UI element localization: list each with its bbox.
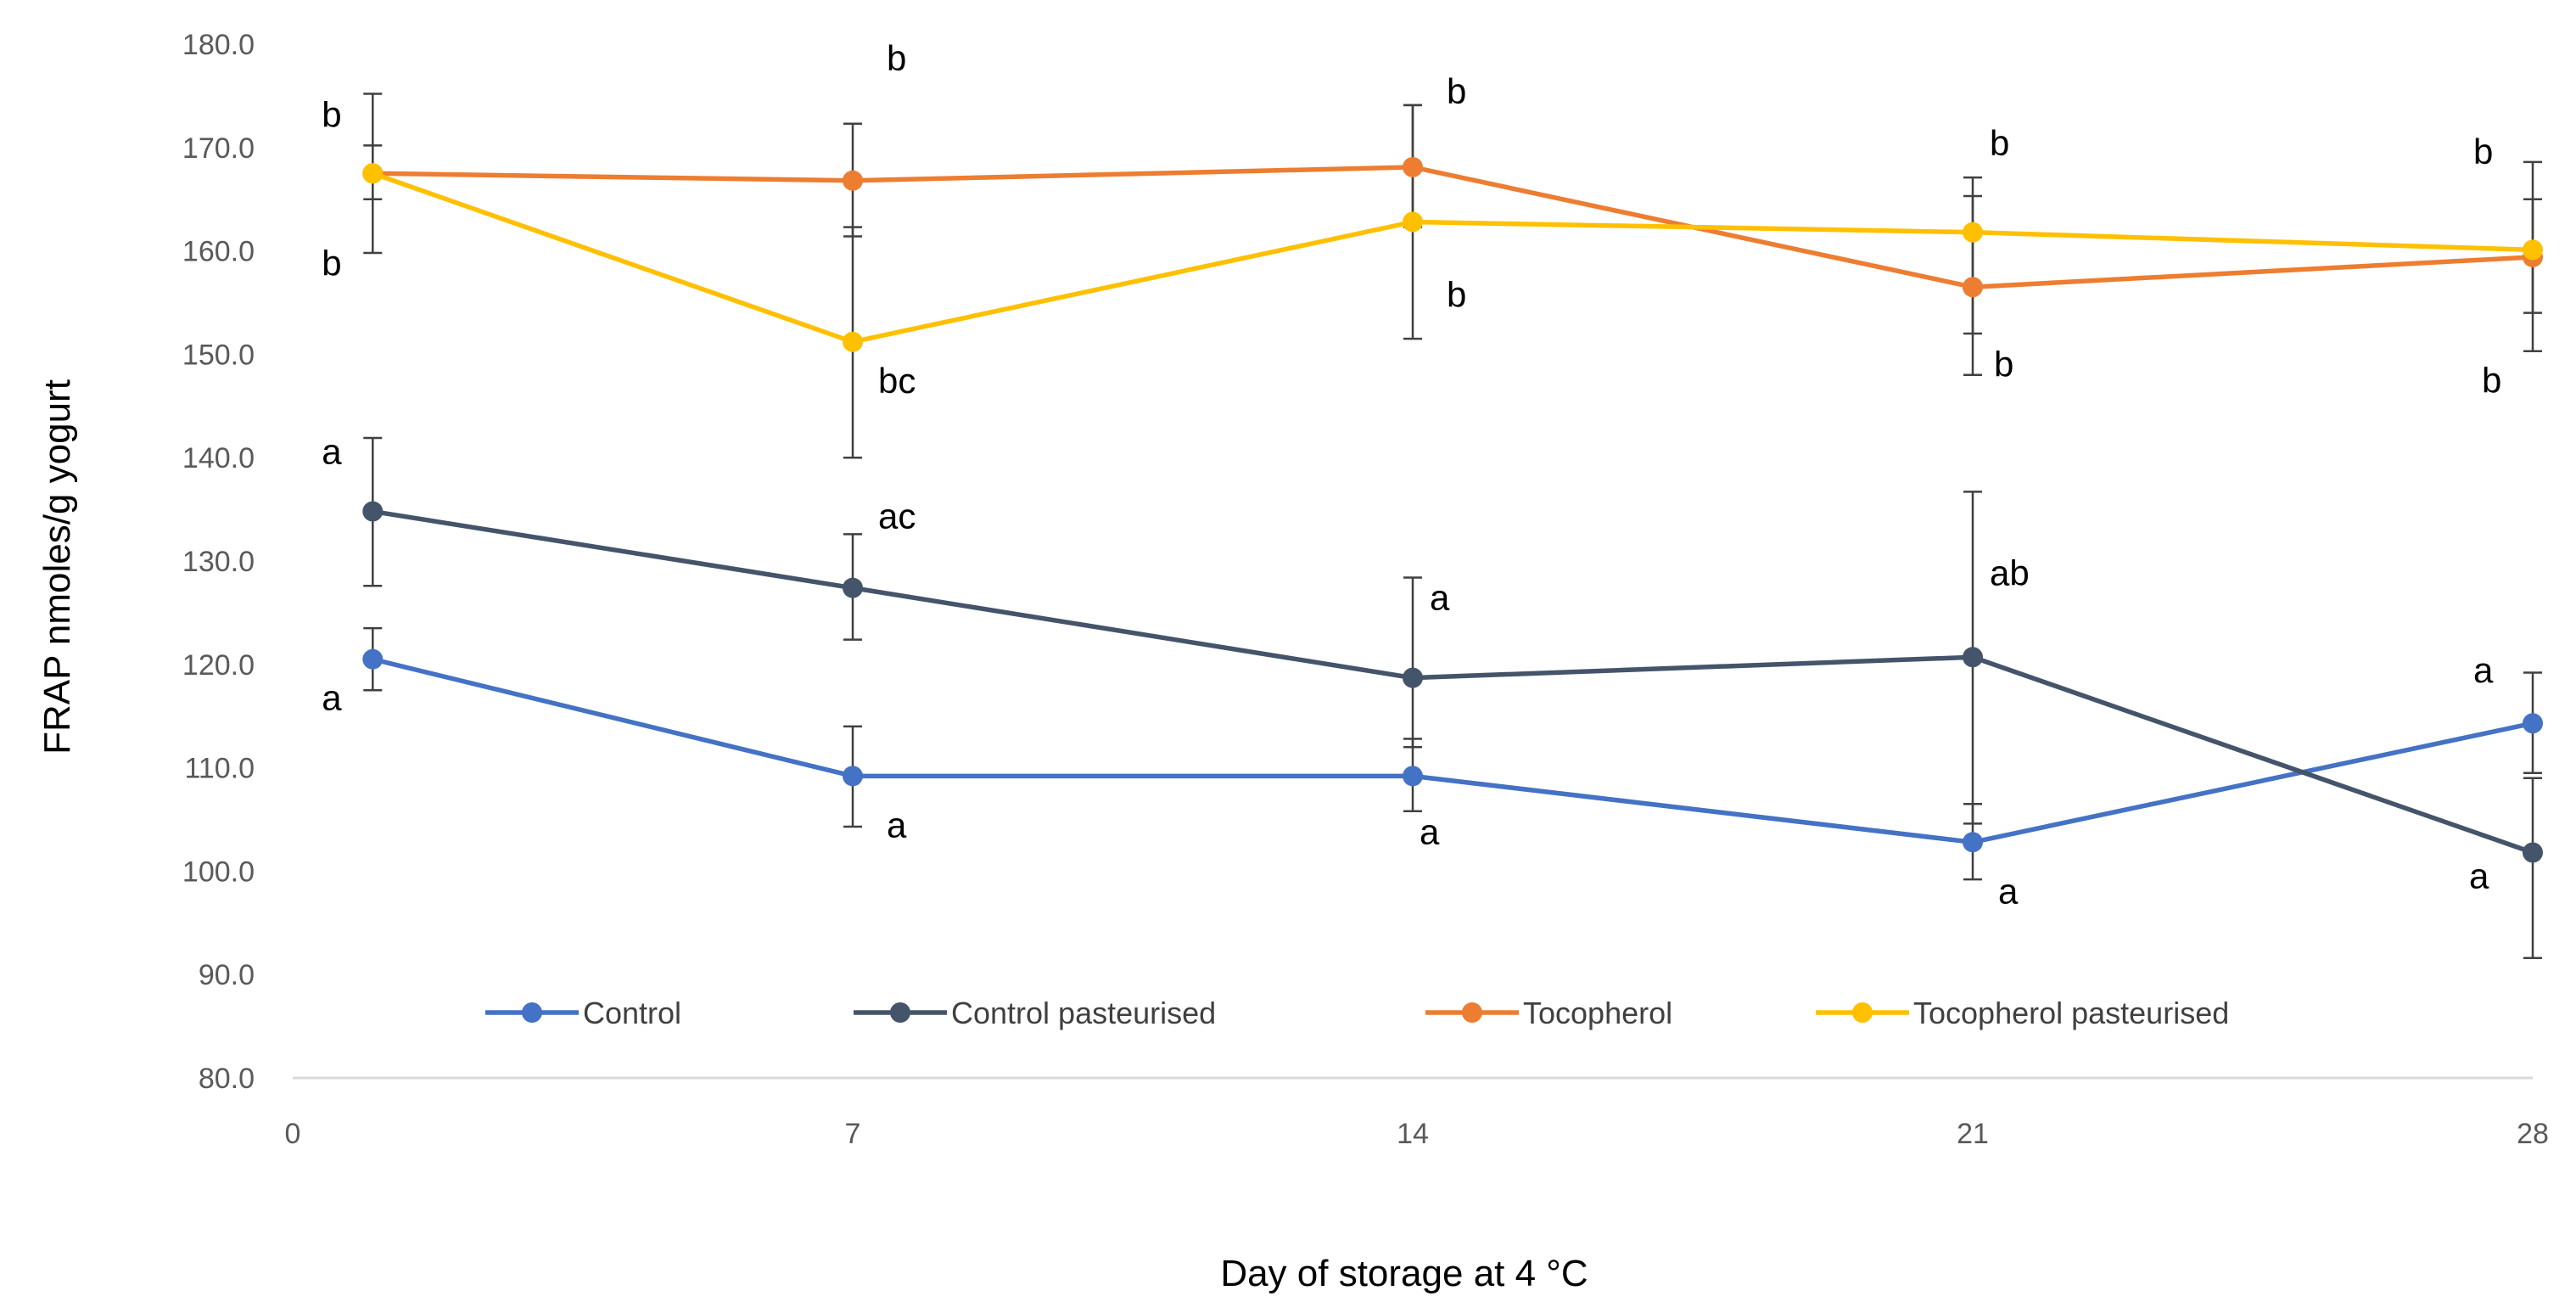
- legend-marker: [890, 1002, 910, 1023]
- data-point-tocopherol-pasteurised: [362, 163, 384, 184]
- y-tick-label: 130.0: [182, 546, 255, 578]
- legend-marker: [522, 1002, 542, 1023]
- series-line-control-pasteurised: [372, 508, 2534, 856]
- data-point-control: [843, 766, 863, 787]
- significance-letter: bc: [878, 361, 916, 401]
- significance-letter: a: [322, 678, 342, 718]
- significance-letter: ab: [1990, 553, 2030, 592]
- y-tick-label: 170.0: [182, 132, 255, 165]
- data-point-control: [1963, 832, 1983, 853]
- legend-label: Tocopherol pasteurised: [1913, 996, 2229, 1030]
- axes: 80.0 90.0 100.0 110.0 120.0 130.0 140.0 150.0 16…: [182, 29, 2549, 1150]
- significance-letter: b: [2473, 132, 2493, 171]
- data-point-control-pasteurised: [843, 577, 863, 598]
- data-point-tocopherol: [1963, 277, 1983, 298]
- y-tick-label: 120.0: [182, 649, 255, 682]
- significance-letter: a: [1420, 811, 1440, 851]
- y-tick-label: 160.0: [182, 236, 255, 268]
- series-line-control: [372, 657, 2534, 845]
- series-lines: [362, 156, 2543, 863]
- significance-letter: a: [1430, 578, 1450, 618]
- data-point-control-pasteurised: [1403, 667, 1423, 688]
- significance-letter: a: [887, 805, 907, 844]
- data-point-tocopherol-pasteurised: [843, 331, 863, 352]
- y-tick-label: 100.0: [182, 856, 255, 888]
- data-point-control-pasteurised: [362, 501, 384, 522]
- data-point-tocopherol: [843, 170, 863, 191]
- data-point-tocopherol-pasteurised: [1963, 222, 1983, 243]
- significance-letter: ac: [878, 497, 916, 536]
- x-tick-label: 7: [845, 1118, 861, 1150]
- x-tick-label: 0: [285, 1118, 301, 1150]
- significance-letter: b: [1990, 123, 2009, 163]
- significance-letter: a: [1998, 871, 2019, 911]
- significance-letter: b: [322, 243, 341, 283]
- legend: Control Control pasteurised Tocopherol Toco…: [485, 996, 2229, 1030]
- legend-label: Control pasteurised: [951, 996, 1216, 1030]
- legend-marker: [1852, 1002, 1873, 1023]
- x-tick-label: 21: [1957, 1118, 1989, 1150]
- significance-letter: a: [2473, 650, 2494, 690]
- y-tick-label: 150.0: [182, 339, 255, 371]
- y-axis-title: FRAP nmoles/g yogurt: [36, 379, 78, 755]
- legend-label: Control: [583, 996, 681, 1030]
- significance-letter: b: [1447, 274, 1466, 314]
- significance-letter: b: [322, 94, 341, 134]
- series-line-tocopherol-pasteurised: [372, 171, 2534, 345]
- legend-marker: [1462, 1002, 1482, 1023]
- significance-letter: b: [1447, 71, 1466, 111]
- x-axis-title: Day of storage at 4 °C: [1220, 1253, 1588, 1294]
- y-tick-label: 140.0: [182, 442, 255, 474]
- legend-label: Tocopherol: [1523, 996, 1672, 1030]
- y-tick-label: 180.0: [182, 29, 255, 61]
- data-point-control-pasteurised: [2523, 842, 2543, 863]
- y-tick-label: 110.0: [184, 753, 255, 785]
- data-point-tocopherol-pasteurised: [1403, 211, 1423, 233]
- data-point-tocopherol: [1403, 156, 1423, 177]
- significance-letter: b: [887, 38, 906, 78]
- data-point-control: [2523, 713, 2543, 734]
- significance-letter: b: [2482, 360, 2501, 400]
- significance-letter: a: [2469, 856, 2489, 895]
- x-tick-label: 28: [2517, 1118, 2549, 1150]
- data-point-control-pasteurised: [1963, 647, 1983, 668]
- y-tick-label: 80.0: [199, 1063, 255, 1095]
- significance-letter: a: [322, 432, 342, 472]
- series-line-tocopherol: [372, 165, 2534, 289]
- data-point-control: [362, 648, 384, 670]
- x-tick-label: 14: [1397, 1118, 1429, 1150]
- y-tick-label: 90.0: [199, 959, 255, 991]
- data-point-control: [1403, 766, 1423, 787]
- data-point-tocopherol-pasteurised: [2523, 239, 2543, 261]
- significance-letter: b: [1994, 345, 2013, 384]
